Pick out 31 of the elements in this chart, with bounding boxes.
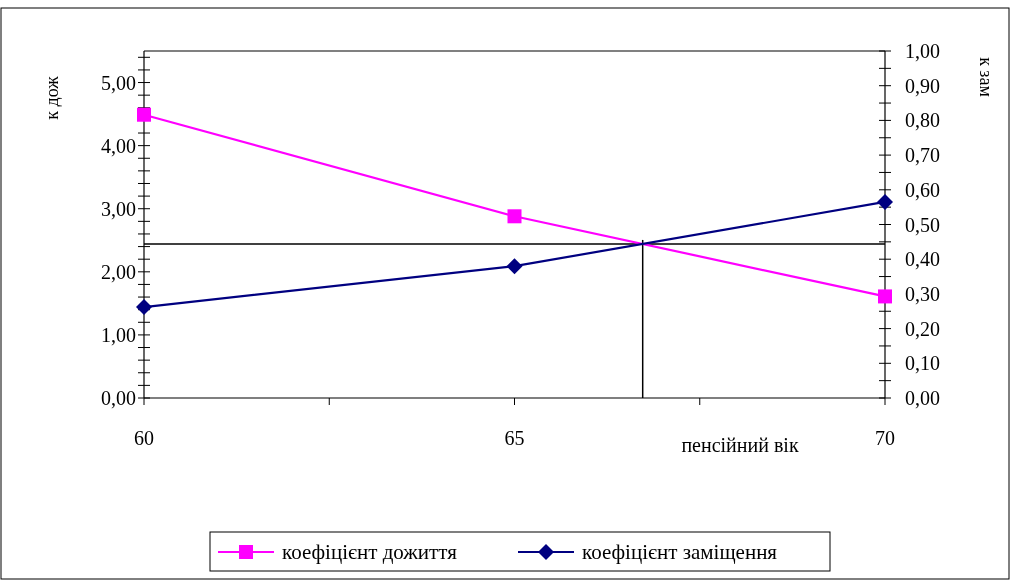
x-tick-label: 60 — [134, 427, 154, 449]
y-axis-title: к дож — [42, 75, 62, 120]
y2-tick-label: 0,10 — [905, 352, 940, 375]
y2-tick-label: 1,00 — [905, 40, 940, 62]
y-tick-label: 3,00 — [101, 197, 136, 220]
point — [137, 107, 151, 122]
y2-axis-title: к зам — [976, 57, 996, 97]
point — [506, 258, 523, 275]
y2-tick-label: 0,00 — [905, 387, 940, 409]
x-axis-title: пенсійний вік — [681, 434, 799, 456]
y2-tick-label: 0,70 — [905, 144, 940, 167]
y2-tick-label: 0,30 — [905, 282, 940, 305]
y-tick-label: 0,00 — [101, 387, 136, 409]
legend-label: коефіцієнт дожиття — [282, 540, 458, 564]
y2-tick-label: 0,90 — [905, 74, 940, 97]
y2-tick-label: 0,80 — [905, 109, 940, 132]
y2-tick-label: 0,20 — [905, 317, 940, 340]
y-tick-label: 2,00 — [101, 260, 136, 283]
y-tick-label: 5,00 — [101, 71, 136, 94]
point — [507, 209, 522, 224]
y2-tick-label: 0,50 — [905, 213, 940, 236]
point — [136, 299, 152, 316]
x-tick-label: 65 — [504, 427, 525, 449]
legend-label: коефіцієнт заміщення — [582, 540, 778, 564]
y2-tick-label: 0,60 — [905, 178, 940, 201]
point — [877, 193, 893, 210]
y2-tick-label: 0,40 — [905, 248, 940, 271]
x-tick-label: 70 — [875, 427, 895, 449]
point — [878, 289, 892, 304]
y-tick-label: 1,00 — [101, 323, 136, 346]
y-tick-label: 4,00 — [101, 134, 136, 157]
